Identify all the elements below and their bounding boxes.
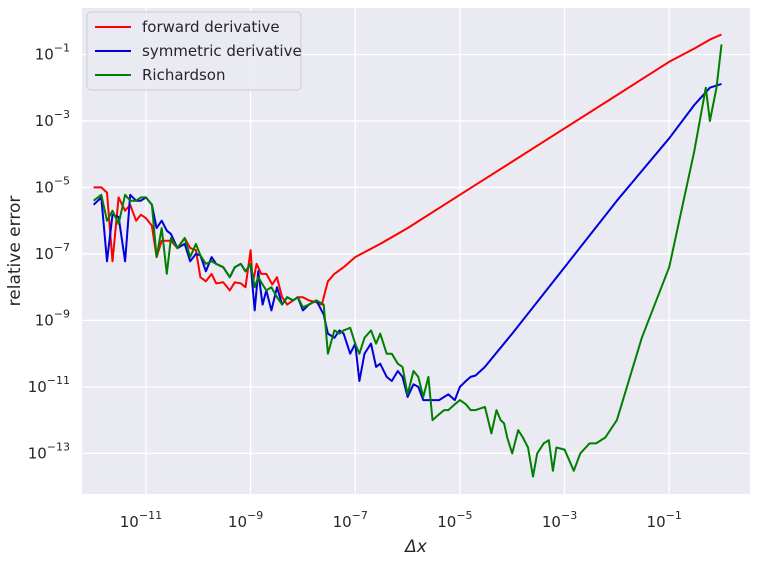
y-tick-label: 10−13 [28, 440, 70, 462]
x-tick-label: 10−5 [437, 509, 472, 531]
legend: forward derivative symmetric derivative … [86, 11, 302, 91]
x-tick-label: 10−9 [228, 509, 263, 531]
legend-label-symmetric: symmetric derivative [142, 42, 302, 60]
legend-box [86, 11, 302, 91]
x-tick-label: 10−3 [542, 509, 577, 531]
legend-label-richardson: Richardson [142, 66, 225, 84]
y-tick-label: 10−9 [35, 307, 70, 329]
y-tick-label: 10−3 [35, 108, 70, 130]
y-tick-label: 10−1 [35, 41, 70, 63]
y-axis-label: relative error [5, 196, 25, 307]
y-tick-label: 10−7 [35, 241, 70, 263]
x-tick-label: 10−1 [647, 509, 682, 531]
y-tick-labels: 10−1 10−3 10−5 10−7 10−9 10−11 10−13 [28, 41, 70, 462]
y-tick-label: 10−11 [28, 374, 70, 396]
x-tick-labels: 10−11 10−9 10−7 10−5 10−3 10−1 [120, 509, 682, 531]
x-axis-label: Δx [403, 537, 428, 557]
legend-label-forward: forward derivative [142, 18, 280, 36]
series-lines [92, 33, 723, 478]
y-tick-label: 10−5 [35, 174, 70, 196]
x-tick-label: 10−7 [333, 509, 368, 531]
series-line-2 [92, 44, 723, 478]
x-tick-label: 10−11 [120, 509, 162, 531]
